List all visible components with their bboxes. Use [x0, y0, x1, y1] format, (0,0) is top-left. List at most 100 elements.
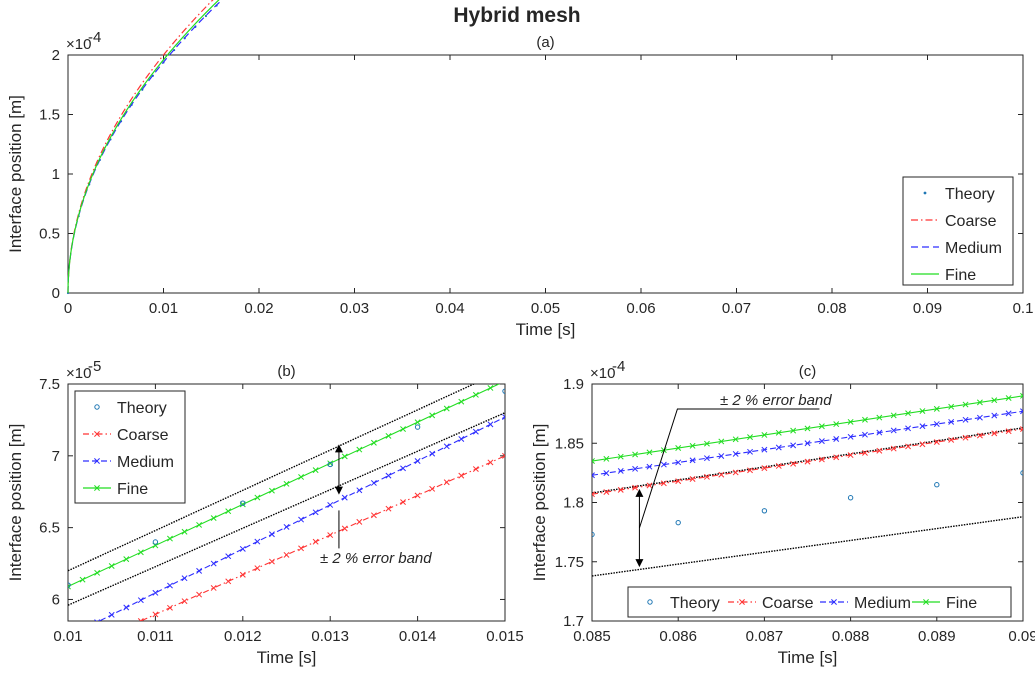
legend-sample-theory [647, 599, 653, 605]
series-medium-marker [948, 418, 955, 425]
legend-label-coarse: Coarse [945, 213, 997, 230]
legend-label-theory: Theory [117, 400, 167, 417]
series-coarse-marker [905, 443, 912, 450]
series-coarse-marker [660, 480, 667, 487]
series-medium-marker [94, 619, 101, 621]
series-coarse-marker [1020, 426, 1023, 432]
series-coarse-marker [919, 441, 926, 448]
series-fine-marker [341, 453, 348, 460]
series-fine-marker [862, 416, 868, 423]
series-coarse-marker [732, 469, 739, 476]
y-exponent-power: -4 [612, 358, 625, 375]
series-medium-marker [632, 465, 639, 472]
series-coarse-marker [804, 458, 811, 465]
series-coarse-marker [458, 472, 465, 479]
y-tick-label: 1.8 [563, 495, 584, 512]
plot-area [592, 392, 1023, 577]
series-medium-marker [603, 470, 610, 477]
theory-point [204, 14, 208, 18]
series-fine-marker [123, 556, 130, 563]
series-medium-marker [732, 450, 739, 457]
theory-point [675, 519, 681, 526]
series-medium-marker [181, 575, 188, 582]
series-coarse-marker [370, 512, 377, 519]
series-coarse-marker [790, 460, 797, 467]
legend-marker [923, 191, 927, 195]
series-medium-marker [108, 611, 115, 618]
series-fine-marker [775, 429, 782, 436]
series-fine-marker [617, 453, 624, 460]
series-fine-marker [458, 398, 465, 405]
x-tick-label: 0.013 [311, 628, 349, 645]
panel-title: (b) [277, 363, 295, 380]
series-medium-marker [152, 589, 159, 596]
series-medium-marker [905, 425, 912, 432]
series-coarse-marker [429, 485, 436, 492]
series-medium-marker [991, 412, 998, 419]
legend-label-coarse: Coarse [762, 595, 814, 612]
series-fine-marker [876, 414, 883, 421]
series-fine-marker [833, 421, 840, 428]
series-fine-marker [675, 445, 682, 451]
theory-point [847, 495, 854, 501]
legend-sample-fine [912, 599, 940, 605]
x-tick-label: 0.08 [817, 300, 846, 317]
series-coarse-marker [356, 518, 363, 525]
panel-title: (a) [536, 34, 554, 51]
series-medium-marker [818, 438, 825, 445]
series-medium-marker [976, 414, 983, 421]
series-coarse-marker [818, 456, 825, 463]
series-coarse-marker [502, 452, 505, 459]
y-exponent-base: ×10 [590, 365, 615, 382]
series-medium-marker [312, 509, 319, 516]
series-coarse-marker [239, 571, 246, 578]
plot-frame [591, 383, 1024, 622]
legend-sample-coarse [728, 599, 756, 605]
series-coarse-marker [298, 545, 305, 552]
series-coarse-marker [933, 439, 940, 446]
series-coarse-marker [962, 434, 969, 441]
series-fine-marker [400, 426, 406, 433]
series-fine-marker [847, 418, 854, 425]
series-fine-marker [414, 419, 421, 426]
series-medium-marker [833, 436, 840, 442]
x-tick-label: 0.03 [340, 300, 369, 317]
legend-sample-coarse [83, 431, 111, 437]
y-tick-label: 1.7 [563, 613, 584, 630]
annotation-leader [638, 408, 820, 529]
legend-marker [94, 485, 100, 491]
legend-label-fine: Fine [945, 267, 976, 284]
series-fine-marker [312, 467, 319, 474]
series-fine-marker [603, 455, 610, 462]
series-coarse-marker [603, 489, 610, 495]
error-band-line [68, 412, 505, 606]
series-coarse-marker [689, 476, 696, 482]
panel-b: 0.01 0.011 0.012 0.013 0.014 0.015 6 6.5 7 7.5 (b)… [6, 358, 524, 667]
y-tick-label: 6.5 [39, 520, 60, 537]
error-band-arrowhead-top [635, 488, 644, 497]
series-fine-marker [79, 576, 86, 583]
series-coarse-marker [833, 454, 840, 461]
series-coarse-marker [876, 447, 883, 454]
series-fine-marker [429, 412, 436, 419]
legend-marker [923, 599, 929, 605]
series-medium-marker [356, 487, 363, 494]
series-medium-marker [962, 416, 969, 423]
series-coarse-marker [718, 471, 725, 478]
series-medium-marker [890, 427, 897, 434]
series-fine-marker [137, 549, 144, 556]
legend-sample-medium [83, 458, 111, 464]
x-tick-label: 0.015 [486, 628, 524, 645]
legend-marker [739, 599, 745, 605]
series-fine-marker [298, 474, 305, 480]
series-medium-marker [414, 458, 421, 464]
series-medium-marker [210, 560, 217, 567]
series-coarse-marker [1005, 428, 1012, 435]
series-fine-marker [948, 403, 955, 410]
legend-label-fine: Fine [946, 595, 977, 612]
theory-point [240, 500, 246, 506]
series-coarse-marker [225, 578, 232, 585]
y-tick-label: 6 [52, 591, 60, 608]
y-exponent-base: ×10 [66, 365, 91, 382]
legend-marker [647, 599, 653, 605]
